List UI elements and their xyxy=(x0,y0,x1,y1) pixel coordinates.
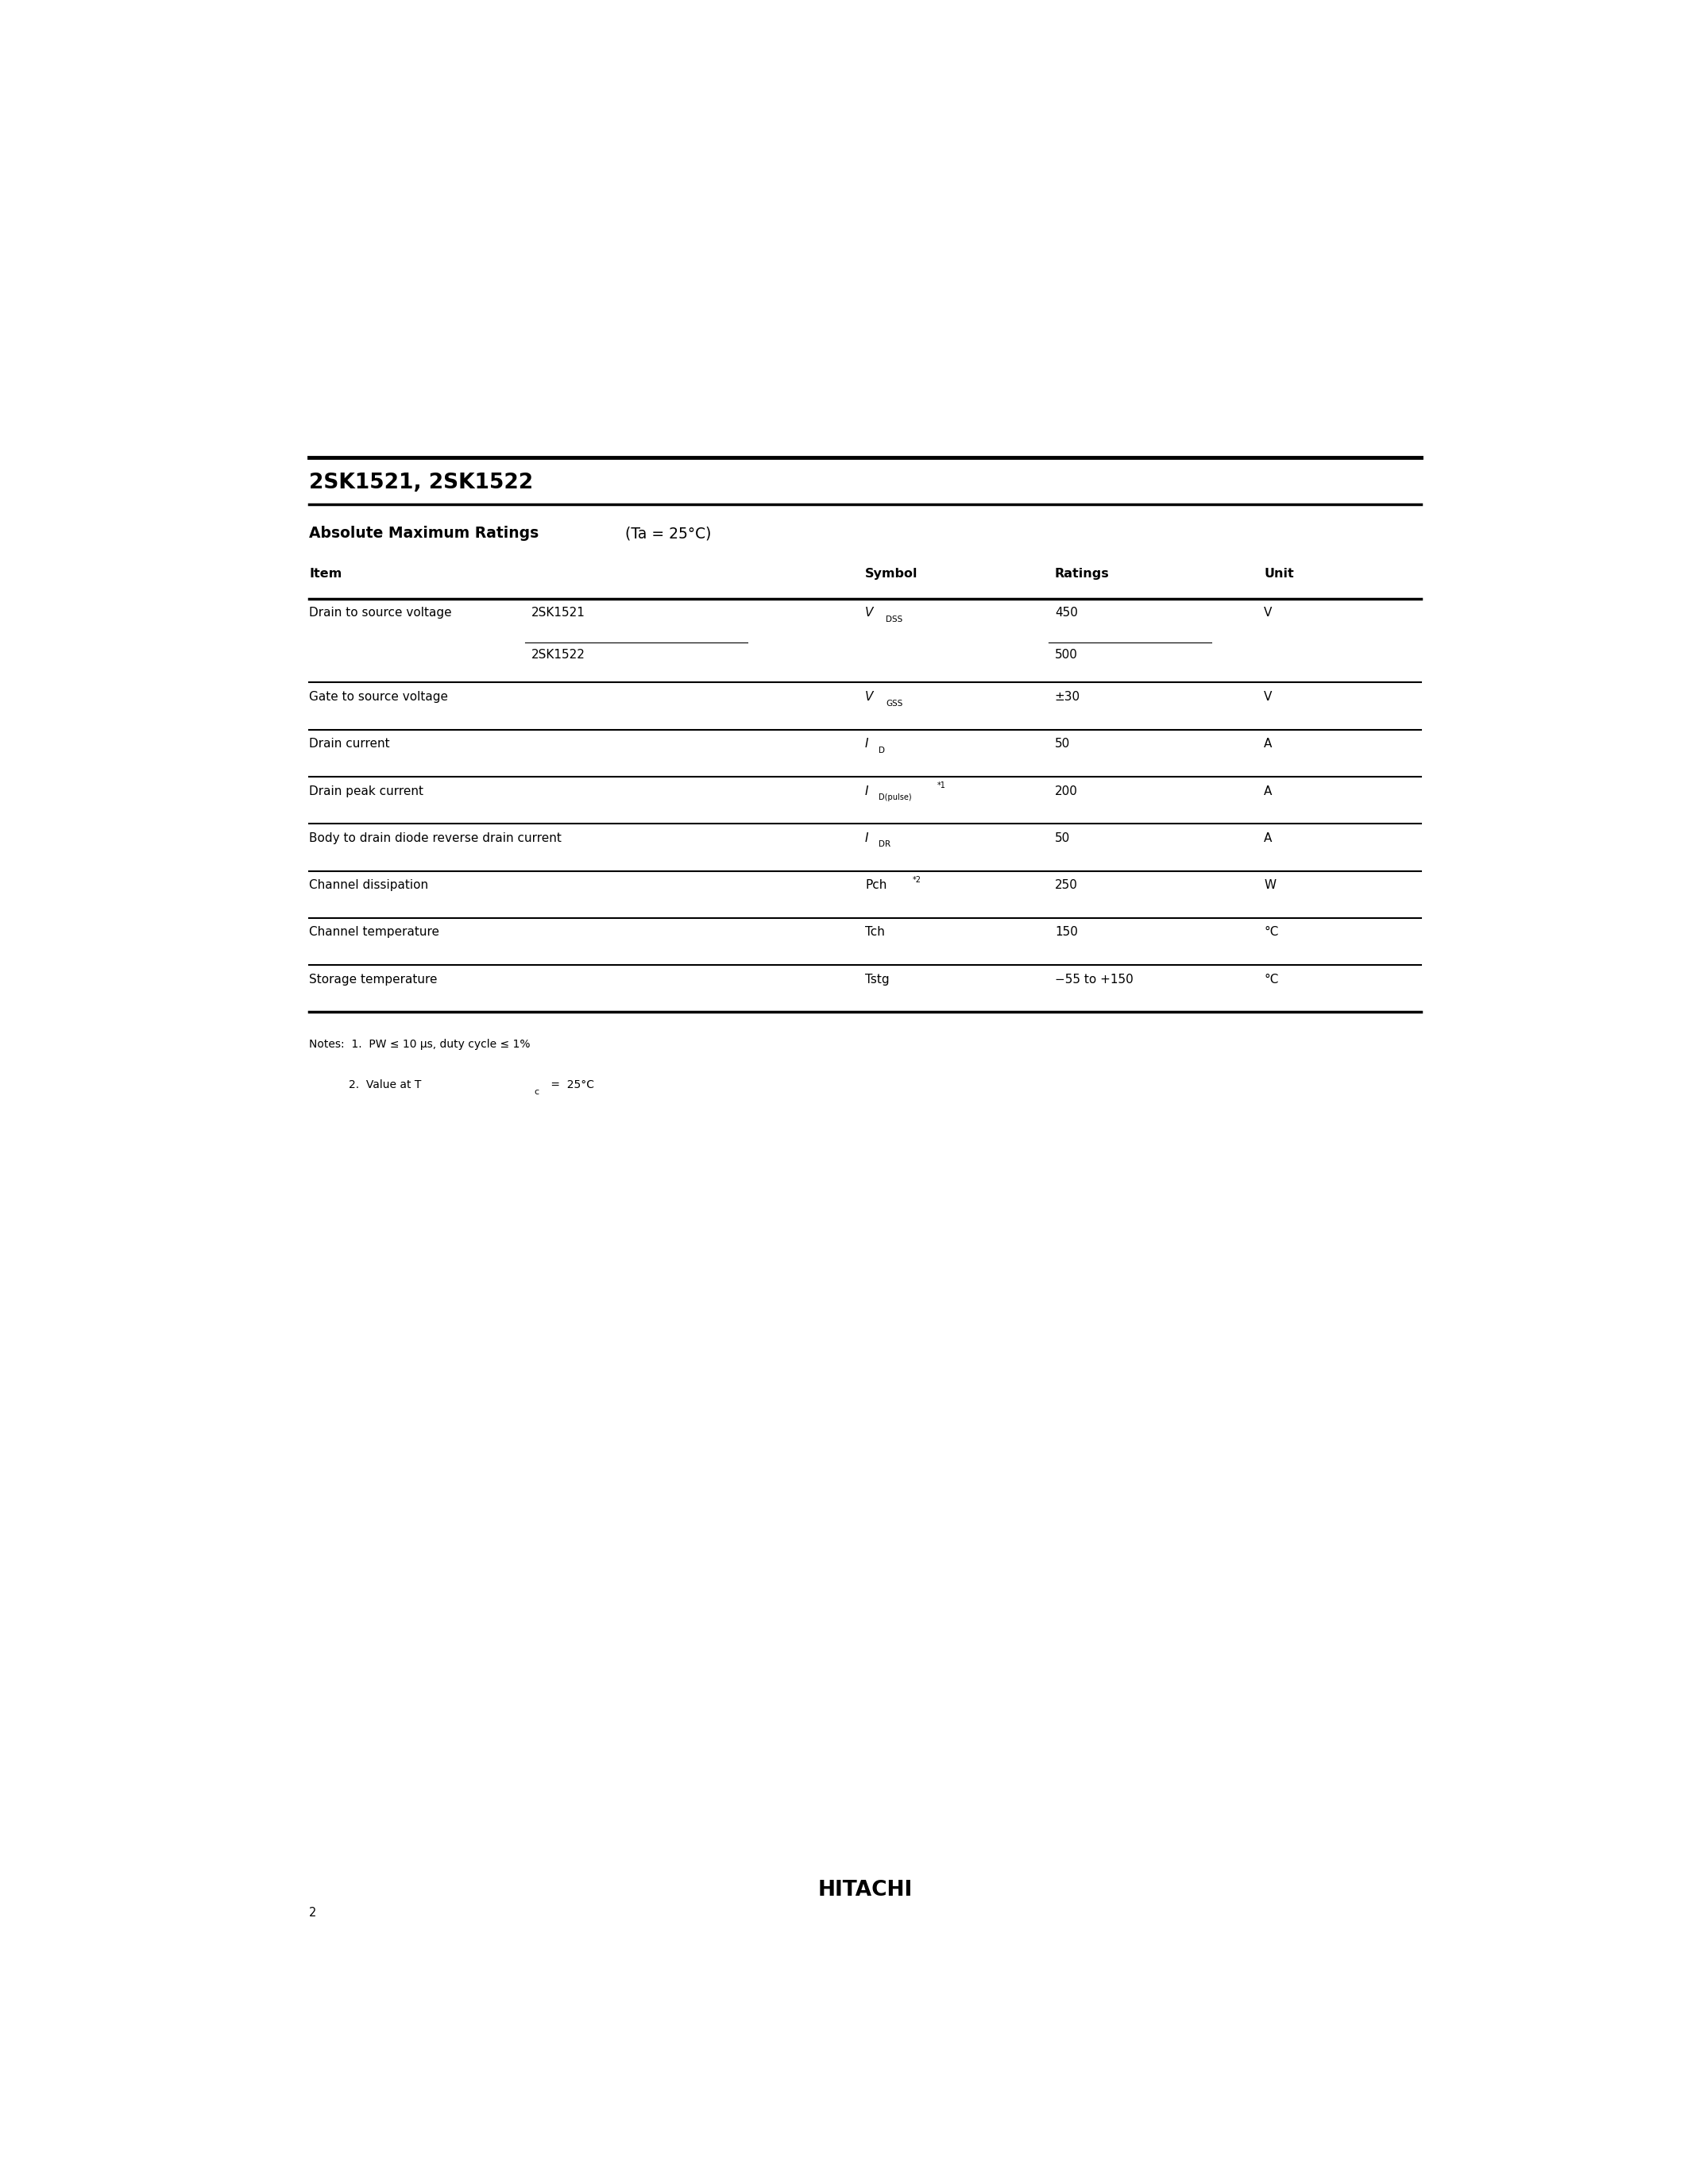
Text: Drain current: Drain current xyxy=(309,738,390,749)
Text: A: A xyxy=(1264,832,1273,843)
Text: 450: 450 xyxy=(1055,607,1077,618)
Text: 2SK1522: 2SK1522 xyxy=(532,649,586,662)
Text: I: I xyxy=(866,784,869,797)
Text: 150: 150 xyxy=(1055,926,1077,939)
Text: V: V xyxy=(1264,690,1273,703)
Text: °C: °C xyxy=(1264,974,1280,985)
Text: Gate to source voltage: Gate to source voltage xyxy=(309,690,447,703)
Text: V: V xyxy=(866,607,873,618)
Text: Storage temperature: Storage temperature xyxy=(309,974,437,985)
Text: 2: 2 xyxy=(309,1907,317,1920)
Text: Drain peak current: Drain peak current xyxy=(309,784,424,797)
Text: c: c xyxy=(533,1088,538,1096)
Text: −55 to +150: −55 to +150 xyxy=(1055,974,1133,985)
Text: DSS: DSS xyxy=(886,616,903,622)
Text: D(pulse): D(pulse) xyxy=(878,793,912,802)
Text: Channel temperature: Channel temperature xyxy=(309,926,439,939)
Text: HITACHI: HITACHI xyxy=(817,1880,913,1900)
Text: 500: 500 xyxy=(1055,649,1077,662)
Text: Tch: Tch xyxy=(866,926,885,939)
Text: 50: 50 xyxy=(1055,738,1070,749)
Text: Tstg: Tstg xyxy=(866,974,890,985)
Text: Item: Item xyxy=(309,568,343,581)
Text: D: D xyxy=(878,747,885,753)
Text: A: A xyxy=(1264,784,1273,797)
Text: *2: *2 xyxy=(912,876,922,885)
Text: Symbol: Symbol xyxy=(866,568,918,581)
Text: 200: 200 xyxy=(1055,784,1077,797)
Text: °C: °C xyxy=(1264,926,1280,939)
Text: A: A xyxy=(1264,738,1273,749)
Text: Body to drain diode reverse drain current: Body to drain diode reverse drain curren… xyxy=(309,832,562,843)
Text: 2SK1521: 2SK1521 xyxy=(532,607,586,618)
Text: 2SK1521, 2SK1522: 2SK1521, 2SK1522 xyxy=(309,472,533,494)
Text: ±30: ±30 xyxy=(1055,690,1080,703)
Text: (Ta = 25°C): (Ta = 25°C) xyxy=(621,526,711,542)
Text: V: V xyxy=(866,690,873,703)
Text: 50: 50 xyxy=(1055,832,1070,843)
Text: 2.  Value at T: 2. Value at T xyxy=(348,1079,420,1090)
Text: *1: *1 xyxy=(937,782,945,791)
Text: I: I xyxy=(866,738,869,749)
Text: Absolute Maximum Ratings: Absolute Maximum Ratings xyxy=(309,526,538,542)
Text: Channel dissipation: Channel dissipation xyxy=(309,880,429,891)
Text: GSS: GSS xyxy=(886,699,903,708)
Text: W: W xyxy=(1264,880,1276,891)
Text: =  25°C: = 25°C xyxy=(547,1079,594,1090)
Text: Ratings: Ratings xyxy=(1055,568,1109,581)
Text: V: V xyxy=(1264,607,1273,618)
Text: I: I xyxy=(866,832,869,843)
Text: 250: 250 xyxy=(1055,880,1077,891)
Text: Notes:  1.  PW ≤ 10 μs, duty cycle ≤ 1%: Notes: 1. PW ≤ 10 μs, duty cycle ≤ 1% xyxy=(309,1040,530,1051)
Text: Unit: Unit xyxy=(1264,568,1295,581)
Text: DR: DR xyxy=(878,841,890,850)
Text: Pch: Pch xyxy=(866,880,886,891)
Text: Drain to source voltage: Drain to source voltage xyxy=(309,607,452,618)
